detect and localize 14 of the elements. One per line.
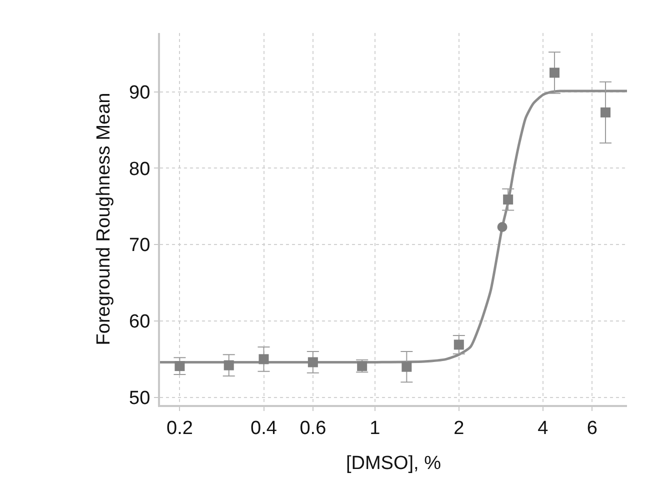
y-tick-label: 50 (129, 388, 150, 410)
x-tick-label: 0.6 (300, 418, 326, 439)
y-tick-label: 70 (129, 235, 150, 256)
y-tick-label: 80 (129, 158, 150, 180)
y-tick-label: 60 (129, 312, 150, 333)
x-axis-title: [DMSO], % (346, 453, 442, 474)
x-tick-label: 0.4 (250, 418, 278, 439)
y-axis-title: Foreground Roughness Mean (93, 92, 114, 346)
x-tick-label: 4 (538, 418, 549, 439)
x-tick-label: 0.2 (166, 418, 193, 439)
x-tick-label: 1 (370, 418, 380, 439)
y-tick-label: 90 (129, 82, 150, 104)
x-tick-label: 6 (586, 418, 598, 439)
x-tick-label: 2 (454, 418, 464, 439)
